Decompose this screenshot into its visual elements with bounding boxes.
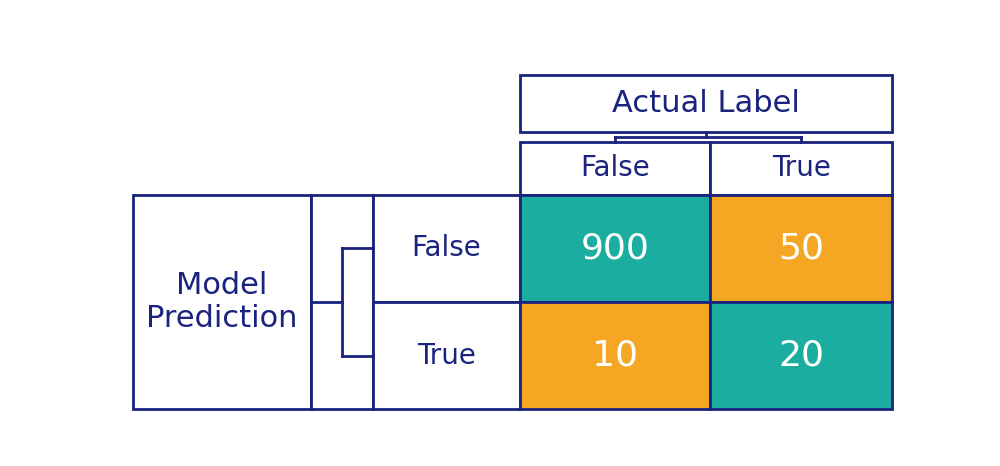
- Text: 10: 10: [592, 339, 638, 373]
- Text: 50: 50: [778, 232, 824, 266]
- FancyBboxPatch shape: [520, 195, 710, 302]
- Text: False: False: [412, 234, 482, 262]
- FancyBboxPatch shape: [710, 142, 892, 195]
- FancyBboxPatch shape: [520, 75, 892, 132]
- Text: True: True: [772, 154, 831, 182]
- Text: False: False: [580, 154, 650, 182]
- FancyBboxPatch shape: [710, 302, 892, 409]
- FancyBboxPatch shape: [710, 195, 892, 302]
- Text: Model
Prediction: Model Prediction: [146, 271, 298, 333]
- FancyBboxPatch shape: [373, 302, 520, 409]
- FancyBboxPatch shape: [311, 195, 373, 409]
- FancyBboxPatch shape: [520, 302, 710, 409]
- Text: True: True: [417, 342, 476, 370]
- Text: Actual Label: Actual Label: [612, 89, 800, 118]
- Text: 900: 900: [581, 232, 650, 266]
- FancyBboxPatch shape: [520, 142, 710, 195]
- FancyBboxPatch shape: [373, 195, 520, 302]
- FancyBboxPatch shape: [133, 195, 311, 409]
- Text: 20: 20: [778, 339, 824, 373]
